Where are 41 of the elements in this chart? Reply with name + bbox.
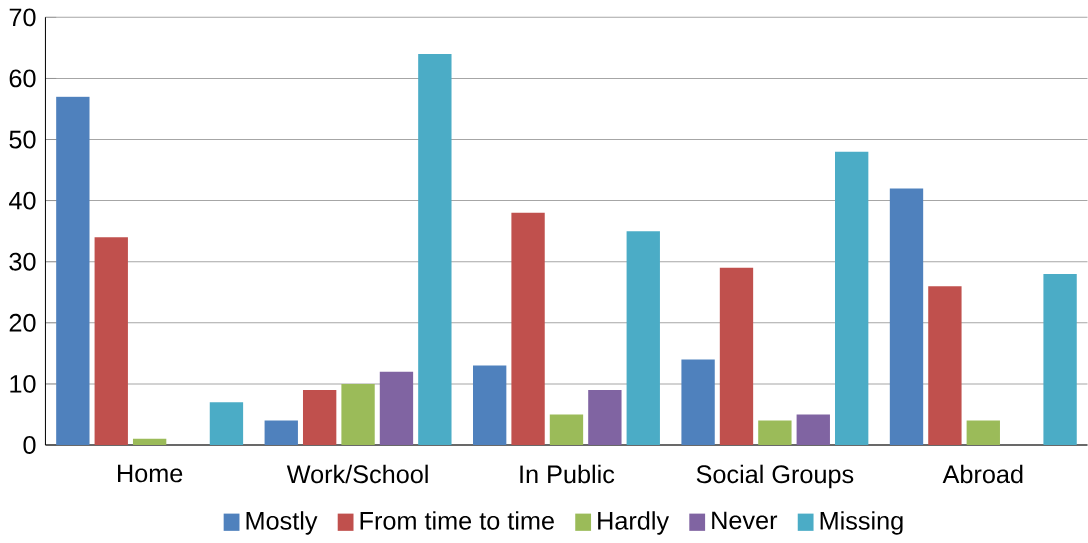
legend-label: Never [712,511,778,530]
legend-label: Missing [820,511,903,535]
bar [341,383,375,445]
bar [511,212,545,445]
bar [549,414,584,445]
bar [966,420,1000,445]
x-tick-label: In Public [520,464,615,484]
x-tick-label: Social Groups [696,464,854,489]
y-tick-label: 20 [9,313,36,332]
bar [302,389,337,445]
bar [681,359,715,445]
y-tick-label: 10 [10,374,36,393]
bar [379,371,414,445]
x-tick-label: Abroad [942,464,1023,484]
bar [132,438,167,445]
legend-label: Mostly [246,511,318,535]
bar [264,420,298,445]
bar [1043,273,1077,445]
y-tick-label: 40 [9,191,36,210]
bar [418,53,452,445]
bar [209,402,244,445]
legend-label: From time to time [360,511,554,530]
bar [588,389,622,445]
y-tick-label: 70 [9,8,36,27]
bar [626,230,660,445]
bar [928,285,962,445]
bar [889,188,924,445]
legend-label: Hardly [598,511,670,535]
bar [473,365,507,445]
bar [94,237,128,445]
bar [796,414,830,445]
y-tick-label: 50 [9,130,36,149]
bar [758,420,792,445]
y-tick-label: 0 [23,435,36,454]
bar [56,96,90,445]
x-tick-label: Work/School [286,464,428,484]
y-tick-label: 60 [9,69,36,88]
bar [719,267,754,445]
x-tick-label: Home [118,464,183,483]
bar [835,151,869,445]
y-tick-label: 30 [9,252,36,271]
